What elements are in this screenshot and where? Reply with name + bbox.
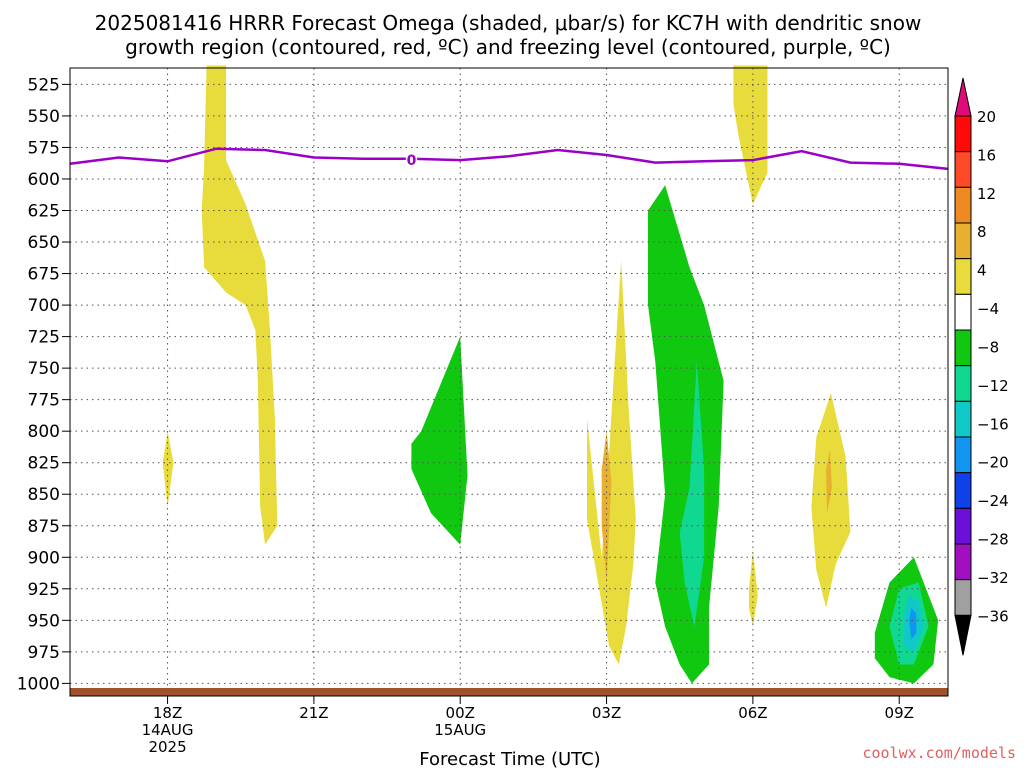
x-axis-label: Forecast Time (UTC) [419, 749, 600, 768]
x-tick-label-00Z-1: 15AUG [434, 721, 486, 739]
colorbar-swatch-0 [954, 115, 972, 153]
chart-title-line-2: growth region (contoured, red, ºC) and f… [125, 35, 891, 59]
y-tick-label-1000: 1000 [17, 674, 60, 694]
credit-text: coolwx.com/models [862, 744, 1016, 762]
colorbar-swatch-2 [954, 186, 972, 224]
y-tick-label-550: 550 [28, 107, 60, 127]
x-tick-label-18Z-0: 18Z [153, 704, 182, 722]
colorbar-label-8: 8 [977, 223, 987, 241]
y-tick-label-650: 650 [28, 233, 60, 253]
colorbar-swatch-4 [954, 258, 972, 295]
x-tick-label-21Z-0: 21Z [299, 704, 328, 722]
colorbar-label-16: 16 [977, 146, 996, 164]
omega-negative-4-8-8 [411, 336, 468, 545]
colorbar-swatch-11 [954, 507, 972, 545]
y-tick-label-925: 925 [28, 580, 60, 600]
omega-negative-16-20-14 [909, 607, 917, 640]
y-tick-label-700: 700 [28, 296, 60, 316]
colorbar-swatch-6 [954, 329, 972, 367]
colorbar-swatch-8 [954, 400, 972, 438]
x-tick-label-18Z-1: 14AUG [142, 721, 194, 739]
colorbar-swatch-3 [954, 222, 972, 260]
omega-positive-4-8-1 [162, 431, 174, 507]
colorbar-label--8: −8 [977, 338, 999, 356]
plot-frame [69, 67, 949, 697]
colorbar-label--32: −32 [977, 569, 1009, 587]
y-tick-label-875: 875 [28, 517, 60, 537]
omega-positive-4-8-4 [733, 65, 768, 205]
y-tick-label-525: 525 [28, 75, 60, 95]
plot-background [70, 68, 948, 696]
omega-positive-4-8-0 [201, 65, 278, 545]
colorbar: 20 16 12 8 4 −4 −8 −12 −16 −20 −24 −28 −32 −36 [954, 77, 1009, 656]
colorbar-label--16: −16 [977, 415, 1009, 433]
y-tick-label-725: 725 [28, 328, 60, 348]
colorbar-bottom-arrow [954, 614, 972, 656]
colorbar-label--12: −12 [977, 377, 1009, 395]
colorbar-label--24: −24 [977, 492, 1009, 510]
x-tick-label-03Z-0: 03Z [592, 704, 621, 722]
freezing-level-line [69, 147, 949, 171]
colorbar-swatch-12 [954, 543, 972, 581]
x-tick-label-00Z-0: 00Z [446, 704, 475, 722]
omega-negative-4-8-9 [648, 185, 724, 684]
grid-lines [70, 68, 948, 696]
x-tick-label-18Z-2: 2025 [148, 738, 186, 756]
colorbar-label--36: −36 [977, 607, 1009, 625]
colorbar-swatch-7 [954, 365, 972, 402]
y-tick-label-850: 850 [28, 485, 60, 505]
x-tick-label-09Z-0: 09Z [885, 704, 914, 722]
colorbar-label--28: −28 [977, 531, 1009, 549]
omega-positive-8-12-3 [601, 431, 612, 583]
colorbar-swatch-9 [954, 436, 972, 474]
colorbar-swatch-5 [954, 293, 972, 331]
ground-layer [70, 688, 948, 696]
omega-positive-4-8-2 [587, 260, 636, 665]
y-tick-label-775: 775 [28, 391, 60, 411]
colorbar-label-20: 20 [977, 108, 996, 126]
y-tick-label-800: 800 [28, 422, 60, 442]
y-tick-label-675: 675 [28, 265, 60, 285]
omega-positive-8-12-7 [826, 450, 832, 514]
colorbar-label-4: 4 [977, 262, 987, 280]
x-tick-label-06Z-0: 06Z [738, 704, 767, 722]
colorbar-top-arrow [954, 77, 972, 117]
colorbar-label--4: −4 [977, 300, 999, 318]
chart-title-line-1: 2025081416 HRRR Forecast Omega (shaded, … [95, 11, 922, 35]
y-tick-label-575: 575 [28, 138, 60, 158]
y-tick-label-825: 825 [28, 454, 60, 474]
colorbar-label--20: −20 [977, 454, 1009, 472]
y-tick-label-950: 950 [28, 611, 60, 631]
colorbar-swatch-10 [954, 472, 972, 509]
y-tick-label-900: 900 [28, 548, 60, 568]
ground-surface [70, 688, 948, 696]
freezing-level-label: 0 [407, 153, 417, 169]
freezing-level-layer: 0 [69, 147, 949, 171]
plot-area: 0 [69, 65, 949, 697]
y-tick-label-600: 600 [28, 170, 60, 190]
colorbar-swatch-1 [954, 151, 972, 188]
colorbar-label-12: 12 [977, 185, 996, 203]
y-tick-label-975: 975 [28, 643, 60, 663]
y-axis-ticks: 525 550 575 600 625 650 675 700 725 750 775 800 825 8… [17, 75, 70, 694]
omega-positive-4-8-6 [811, 393, 851, 608]
colorbar-swatch-13 [954, 579, 972, 616]
y-tick-label-625: 625 [28, 201, 60, 221]
y-tick-label-750: 750 [28, 359, 60, 379]
